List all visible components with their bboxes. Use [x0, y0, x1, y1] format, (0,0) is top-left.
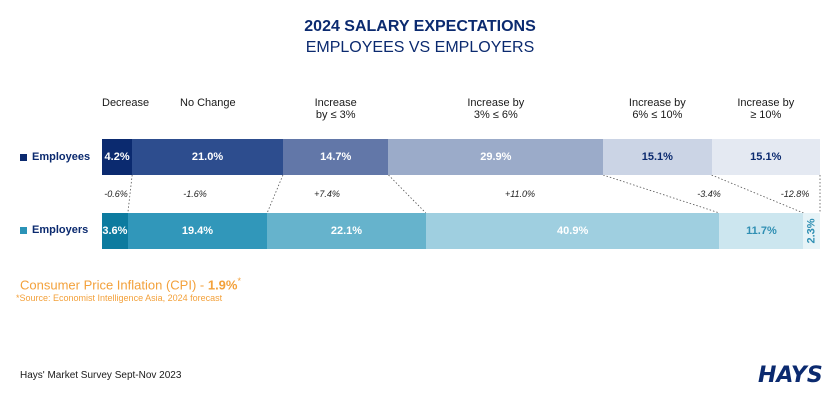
category-label: Decrease [102, 97, 150, 109]
data-label: 2.3% [805, 218, 818, 244]
connector-line [711, 174, 804, 214]
chart-title: 2024 SALARY EXPECTATIONS [304, 18, 536, 35]
employers-bar-segment: 40.9% [425, 213, 720, 249]
cpi-source: *Source: Economist Intelligence Asia, 20… [16, 293, 223, 303]
legend-employers: Employers [20, 224, 88, 236]
difference-label: -3.4% [697, 189, 721, 199]
connector-line [603, 174, 720, 214]
connector-line [266, 174, 284, 214]
data-label: 19.4% [181, 225, 214, 237]
employers-bar-segment: 19.4% [127, 213, 268, 249]
data-label: 3.6% [102, 225, 128, 237]
employers-label: Employers [32, 224, 89, 236]
employers-bar-segment: 2.3% [803, 213, 820, 249]
survey-footnote: Hays' Market Survey Sept-Nov 2023 [20, 370, 182, 381]
data-label: 14.7% [320, 151, 352, 163]
employees-label: Employees [32, 151, 91, 163]
employers-bar-segment: 22.1% [267, 213, 426, 249]
employees-bar-segment: 14.7% [282, 139, 389, 175]
chart-subtitle: EMPLOYEES VS EMPLOYERS [305, 39, 535, 56]
employees-bar-segment: 4.2% [102, 139, 133, 175]
data-label: 29.9% [480, 151, 512, 163]
employees-marker-icon [20, 153, 27, 161]
cpi-label: Consumer Price Inflation (CPI) - [20, 277, 208, 293]
hays-logo: HAYS [758, 363, 823, 388]
employees-bar-segment: 21.0% [132, 139, 283, 175]
data-label: 15.1% [641, 151, 673, 163]
employees-bar-segment: 29.9% [388, 139, 604, 175]
category-label: Increase by ≥ 10% [737, 97, 795, 121]
category-label: Increase by 3% ≤ 6% [467, 97, 525, 121]
difference-label: +7.4% [314, 189, 340, 199]
employers-bar-segment: 3.6% [102, 213, 128, 249]
data-label: 40.9% [557, 225, 589, 237]
connector-line [127, 174, 133, 214]
employers-marker-icon [20, 226, 27, 234]
employees-bar-segment: 15.1% [603, 139, 712, 175]
employees-bar-segment: 15.1% [711, 139, 820, 175]
difference-label: +11.0% [504, 189, 536, 199]
cpi-value: 1.9% [207, 277, 238, 293]
category-label: Increase by ≤ 3% [314, 97, 357, 121]
data-label: 15.1% [750, 151, 782, 163]
connector-line [388, 174, 427, 214]
difference-label: -1.6% [183, 189, 207, 199]
employers-bar-segment: 11.7% [719, 213, 804, 249]
difference-label: -0.6% [104, 189, 128, 199]
category-label: Increase by 6% ≤ 10% [628, 97, 686, 121]
data-label: 22.1% [330, 225, 363, 237]
cpi-note: Consumer Price Inflation (CPI) - 1.9%* [20, 276, 241, 292]
data-label: 11.7% [746, 225, 777, 237]
cpi-mark: * [237, 276, 241, 286]
legend-employees: Employees [20, 151, 90, 163]
category-label: No Change [180, 97, 236, 109]
difference-label: -12.8% [780, 189, 810, 199]
data-label: 21.0% [191, 151, 224, 163]
data-label: 4.2% [104, 151, 130, 163]
